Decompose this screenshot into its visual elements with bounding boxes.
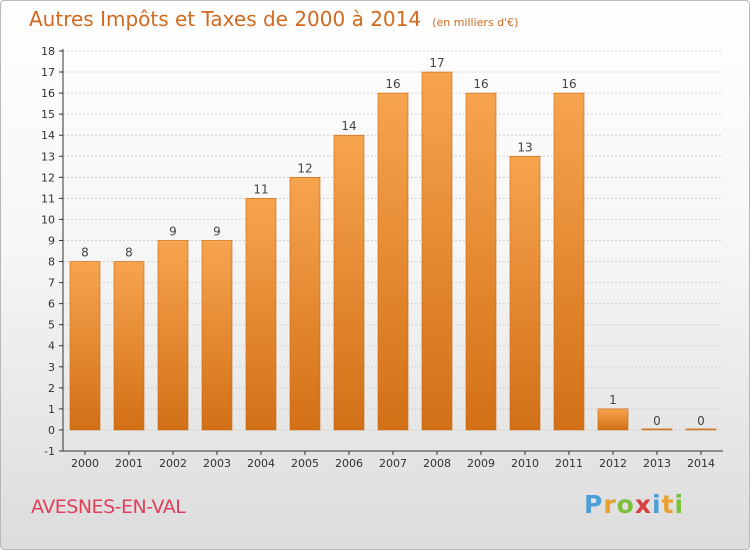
bar — [685, 428, 717, 431]
y-tick-label: 0 — [48, 424, 55, 437]
logo-letter: i — [674, 490, 685, 519]
data-label: 0 — [697, 414, 705, 428]
y-tick-label: 14 — [41, 129, 55, 142]
logo-letter: t — [661, 490, 675, 519]
proxiti-logo[interactable]: Proxiti — [584, 490, 684, 519]
data-label: 8 — [81, 246, 89, 260]
data-label: 14 — [341, 119, 356, 133]
data-label: 16 — [561, 77, 576, 91]
y-tick-label: -1 — [44, 445, 55, 458]
data-label: 13 — [517, 140, 532, 154]
data-label: 12 — [297, 161, 312, 175]
chart-title: Autres Impôts et Taxes de 2000 à 2014 — [29, 7, 422, 31]
x-tick-label: 2008 — [423, 457, 451, 470]
bar — [245, 198, 277, 431]
y-tick-label: 4 — [48, 340, 55, 353]
bar — [597, 408, 629, 431]
bar — [421, 71, 453, 431]
data-label: 11 — [253, 182, 268, 196]
y-tick-label: 15 — [41, 108, 55, 121]
bar — [113, 261, 145, 431]
bar — [465, 92, 497, 431]
y-tick-label: 17 — [41, 66, 55, 79]
x-tick-label: 2011 — [555, 457, 583, 470]
x-tick-label: 2009 — [467, 457, 495, 470]
y-tick-label: 1 — [48, 403, 55, 416]
bar — [641, 428, 673, 431]
x-tick-label: 2002 — [159, 457, 187, 470]
x-tick-label: 2004 — [247, 457, 275, 470]
bar — [289, 177, 321, 431]
logo-letter: r — [603, 490, 617, 519]
y-tick-label: 5 — [48, 319, 55, 332]
y-tick-label: 18 — [41, 45, 55, 58]
x-tick-label: 2012 — [599, 457, 627, 470]
data-label: 8 — [125, 246, 133, 260]
logo-letter: o — [616, 490, 635, 519]
bar — [509, 155, 541, 431]
y-tick-label: 10 — [41, 213, 55, 226]
chart-subtitle: (en milliers d'€) — [432, 16, 519, 29]
data-label: 9 — [169, 224, 177, 238]
y-tick-label: 13 — [41, 150, 55, 163]
x-tick-label: 2000 — [71, 457, 99, 470]
data-label: 16 — [473, 77, 488, 91]
y-tick-label: 16 — [41, 87, 55, 100]
logo-letter: P — [584, 490, 604, 519]
y-tick-label: 7 — [48, 277, 55, 290]
y-tick-label: 9 — [48, 234, 55, 247]
y-tick-label: 6 — [48, 298, 55, 311]
bar — [157, 240, 189, 431]
bar — [553, 92, 585, 431]
y-tick-label: 3 — [48, 361, 55, 374]
x-tick-label: 2013 — [643, 457, 671, 470]
x-tick-label: 2010 — [511, 457, 539, 470]
logo-letter: i — [652, 490, 662, 519]
y-tick-label: 11 — [41, 192, 55, 205]
logo-letter: x — [634, 490, 652, 519]
data-label: 9 — [213, 224, 221, 238]
x-tick-label: 2014 — [687, 457, 715, 470]
data-label: 1 — [609, 393, 617, 407]
data-label: 17 — [429, 56, 444, 70]
data-label: 0 — [653, 414, 661, 428]
commune-name: AVESNES-EN-VAL — [31, 496, 186, 518]
y-tick-label: 2 — [48, 382, 55, 395]
data-label: 16 — [385, 77, 400, 91]
x-tick-label: 2001 — [115, 457, 143, 470]
x-tick-label: 2006 — [335, 457, 363, 470]
bar — [69, 261, 101, 431]
bar — [333, 134, 365, 431]
title-row: Autres Impôts et Taxes de 2000 à 2014 (e… — [29, 7, 518, 31]
y-tick-label: 8 — [48, 256, 55, 269]
x-tick-label: 2003 — [203, 457, 231, 470]
bar — [377, 92, 409, 431]
x-tick-label: 2005 — [291, 457, 319, 470]
bar — [201, 240, 233, 431]
x-tick-label: 2007 — [379, 457, 407, 470]
y-tick-label: 12 — [41, 171, 55, 184]
